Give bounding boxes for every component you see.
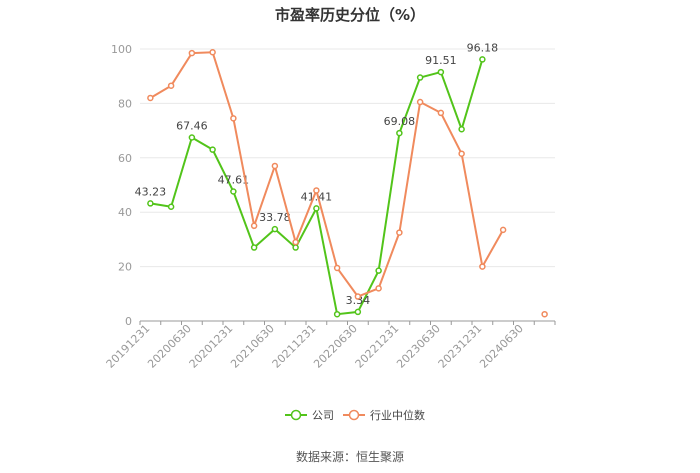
data-point	[333, 264, 341, 272]
data-point	[479, 263, 486, 270]
x-tick-label: 20201231	[187, 322, 236, 371]
y-tick-label: 100	[111, 43, 132, 56]
data-point	[188, 49, 196, 57]
data-point	[396, 229, 403, 236]
x-tick-label: 20200630	[145, 322, 194, 371]
x-tick-label: 20221231	[353, 322, 402, 371]
y-tick-label: 80	[118, 97, 132, 110]
data-point	[416, 98, 424, 106]
data-point	[458, 150, 465, 157]
data-point	[416, 74, 424, 81]
x-tick-label: 20231231	[436, 322, 485, 371]
data-point	[375, 267, 382, 274]
data-point	[209, 49, 216, 56]
data-point	[167, 203, 175, 211]
y-tick-label: 40	[118, 206, 132, 219]
data-point	[271, 162, 279, 170]
data-label: 43.23	[135, 185, 167, 198]
data-point	[271, 225, 279, 233]
data-point	[396, 129, 403, 137]
data-label: 67.46	[176, 120, 208, 133]
data-label: 96.18	[467, 41, 499, 54]
data-point	[167, 82, 175, 89]
data-point	[292, 244, 299, 251]
y-tick-label: 0	[125, 315, 132, 328]
legend-swatch-marker	[290, 409, 302, 421]
data-point	[354, 308, 362, 316]
data-point	[313, 187, 320, 194]
data-label: 3.34	[346, 294, 371, 307]
data-point	[188, 134, 196, 141]
data-point	[209, 146, 216, 153]
data-point	[313, 205, 320, 212]
data-point	[437, 68, 445, 76]
data-point	[230, 188, 237, 195]
chart-title: 市盈率历史分位（%）	[274, 6, 426, 24]
data-point	[479, 56, 486, 63]
y-tick-label: 20	[118, 261, 132, 274]
data-point	[458, 125, 465, 133]
data-point	[230, 115, 237, 122]
x-tick-label: 20210630	[228, 322, 277, 371]
legend-label: 公司	[312, 409, 334, 422]
data-label: 33.78	[259, 211, 291, 224]
data-label: 91.51	[425, 54, 457, 67]
series-line-0	[150, 59, 484, 316]
x-tick-label: 20240630	[477, 322, 526, 371]
data-point	[250, 244, 258, 251]
legend-swatch-marker	[348, 409, 360, 421]
x-tick-label: 20220630	[311, 322, 360, 371]
data-point	[147, 94, 154, 102]
data-label: 41.41	[301, 190, 333, 203]
data-point	[375, 285, 382, 292]
x-tick-label: 20230630	[394, 322, 443, 371]
data-point	[333, 310, 341, 318]
legend-label: 行业中位数	[370, 408, 425, 422]
x-tick-label: 20211231	[270, 322, 319, 371]
data-point	[250, 222, 258, 230]
x-tick-label: 20191231	[104, 322, 153, 371]
data-point	[541, 310, 548, 318]
y-tick-label: 60	[118, 152, 132, 165]
data-point	[499, 226, 507, 234]
data-point	[147, 200, 154, 207]
data-label: 69.08	[384, 115, 416, 128]
data-label: 47.61	[218, 174, 250, 187]
data-point	[354, 293, 362, 300]
series-line-1	[149, 51, 504, 298]
data-point	[437, 109, 445, 117]
data-source: 数据来源：恒生聚源	[295, 450, 404, 464]
data-point	[292, 238, 299, 246]
